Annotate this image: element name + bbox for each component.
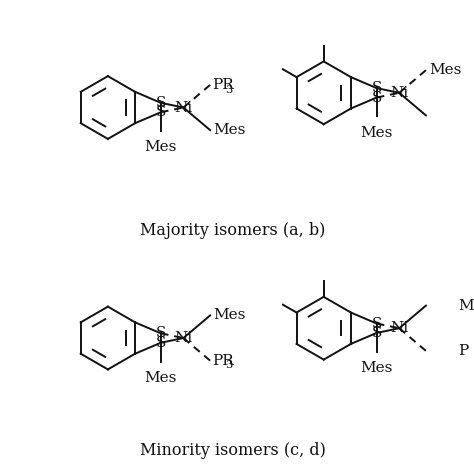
Text: Ni: Ni: [174, 100, 192, 115]
Text: PR: PR: [212, 354, 234, 368]
Text: Ni: Ni: [174, 331, 192, 345]
Text: S: S: [155, 336, 166, 350]
Text: S: S: [155, 96, 166, 110]
Text: P: P: [458, 344, 468, 358]
Text: 3: 3: [225, 361, 232, 371]
Text: Mes: Mes: [145, 371, 177, 385]
Text: S: S: [155, 326, 166, 340]
Text: 3: 3: [225, 85, 232, 95]
Text: S: S: [372, 91, 382, 104]
Text: Ni: Ni: [390, 321, 408, 335]
Text: S: S: [372, 326, 382, 340]
Text: Ni: Ni: [390, 86, 408, 100]
Text: S: S: [372, 317, 382, 330]
Text: Minority isomers (c, d): Minority isomers (c, d): [139, 442, 326, 459]
Text: S: S: [372, 81, 382, 95]
Text: M: M: [458, 299, 474, 313]
Text: Mes: Mes: [429, 63, 461, 77]
Text: Mes: Mes: [145, 140, 177, 154]
Text: Mes: Mes: [213, 123, 246, 137]
Text: Majority isomers (a, b): Majority isomers (a, b): [140, 222, 325, 238]
Text: PR: PR: [212, 78, 234, 92]
Text: Mes: Mes: [360, 126, 393, 139]
Text: Mes: Mes: [213, 309, 246, 322]
Text: S: S: [155, 105, 166, 119]
Text: Mes: Mes: [360, 361, 393, 375]
